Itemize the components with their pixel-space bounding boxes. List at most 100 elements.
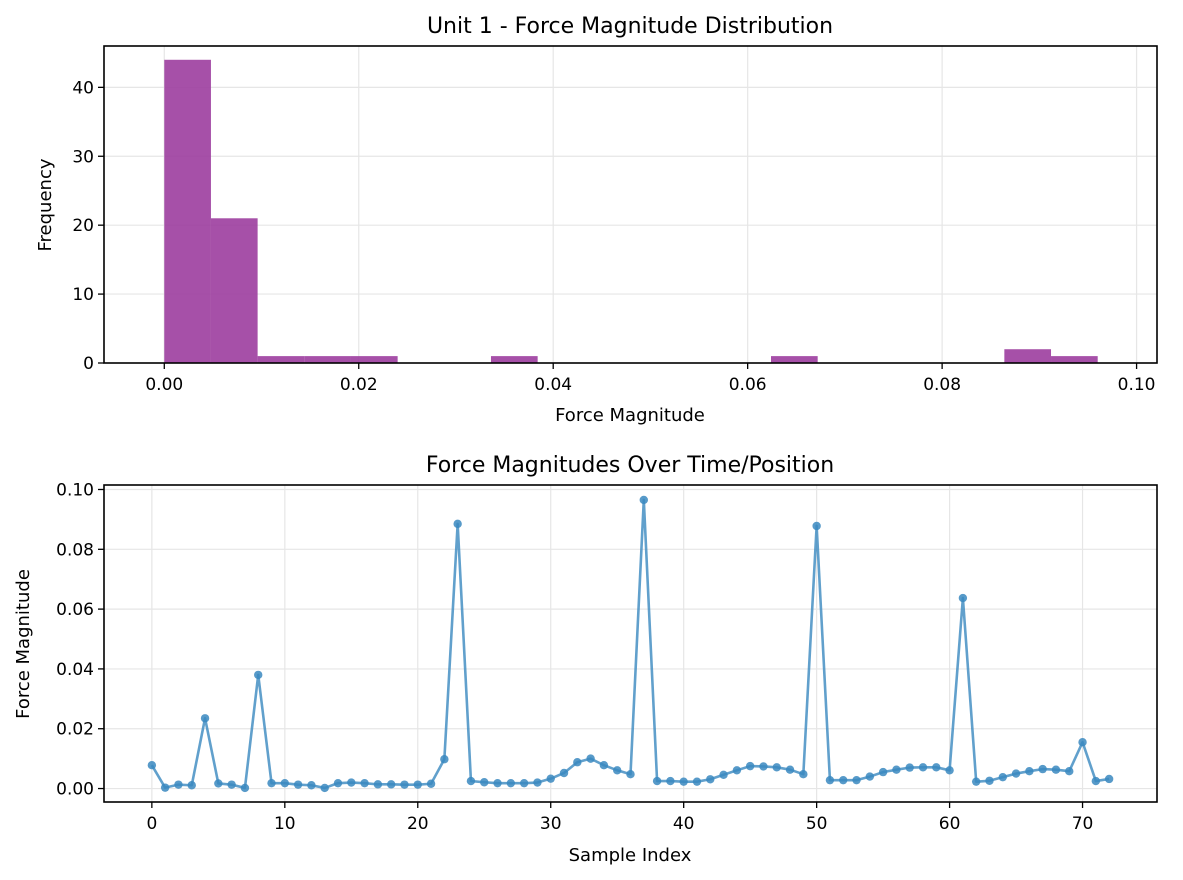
y-tick-label: 0.08	[56, 540, 94, 560]
histogram-bar	[1051, 356, 1098, 363]
data-point	[865, 772, 875, 781]
data-point	[293, 780, 303, 789]
data-point	[400, 780, 409, 789]
data-point	[945, 766, 954, 775]
x-tick-label: 0.06	[729, 375, 767, 395]
data-point	[360, 778, 369, 788]
data-point	[719, 770, 728, 779]
data-point	[852, 775, 861, 785]
y-tick-label: 30	[72, 147, 94, 167]
x-tick-label: 50	[806, 814, 828, 834]
data-point	[506, 778, 516, 788]
histogram-bar	[304, 356, 351, 363]
data-point	[745, 761, 755, 771]
data-point	[679, 777, 688, 786]
data-point	[533, 778, 542, 787]
line-y-axis-label: Force Magnitude	[13, 569, 34, 719]
data-point	[426, 779, 436, 788]
x-tick-label: 0	[146, 814, 157, 834]
data-point	[1091, 776, 1101, 786]
data-point	[692, 777, 702, 786]
histogram-bar	[1004, 349, 1052, 363]
x-tick-label: 0.10	[1118, 375, 1156, 395]
data-point	[932, 763, 941, 772]
line-series	[147, 495, 1114, 793]
data-point	[1104, 774, 1114, 784]
data-point	[187, 781, 196, 790]
histogram-grid	[104, 46, 1157, 364]
data-point	[466, 776, 476, 786]
y-tick-label: 10	[72, 285, 94, 305]
histogram-bar	[490, 356, 538, 363]
force-series-line	[150, 498, 1110, 790]
y-tick-label: 0.00	[56, 780, 94, 800]
data-point	[480, 778, 489, 787]
histogram-title: Unit 1 - Force Magnitude Distribution	[427, 14, 833, 39]
histogram-y-axis-label: Frequency	[35, 158, 56, 251]
data-point	[174, 780, 183, 789]
data-point	[200, 714, 210, 723]
x-tick-label: 0.08	[923, 375, 961, 395]
data-point	[586, 754, 595, 763]
data-point	[666, 776, 675, 786]
line-title: Force Magnitudes Over Time/Position	[426, 453, 834, 478]
data-point	[267, 778, 276, 788]
data-point	[1065, 766, 1074, 776]
data-point	[892, 765, 901, 774]
data-point	[613, 766, 622, 775]
histogram-bar	[257, 356, 305, 363]
x-tick-label: 0.04	[534, 375, 572, 395]
y-tick-label: 20	[72, 216, 94, 236]
data-point	[453, 519, 462, 529]
data-point	[546, 774, 555, 783]
data-point	[519, 778, 529, 788]
data-point	[1078, 737, 1087, 747]
histogram-panel: Unit 1 - Force Magnitude Distribution 0.…	[35, 14, 1158, 426]
line-panel: Force Magnitudes Over Time/Position 0 10 2…	[13, 453, 1158, 866]
data-point	[958, 593, 968, 603]
data-point	[772, 763, 781, 772]
data-point	[307, 781, 316, 790]
data-point	[785, 765, 795, 774]
data-point	[227, 780, 236, 789]
data-point	[918, 763, 928, 772]
x-tick-label: 70	[1072, 814, 1094, 834]
data-point	[839, 775, 848, 785]
y-tick-label: 0.04	[56, 660, 94, 680]
data-point	[812, 521, 821, 531]
data-point	[878, 767, 888, 777]
data-point	[971, 777, 981, 786]
data-point	[985, 776, 994, 785]
histogram-x-axis-label: Force Magnitude	[555, 405, 705, 426]
data-point	[732, 766, 742, 775]
histogram-axes-frame	[103, 45, 1158, 364]
histogram-bars	[164, 59, 1098, 364]
data-point	[599, 761, 609, 770]
data-point	[320, 783, 329, 793]
y-tick-label: 0.10	[56, 480, 94, 500]
data-point	[652, 776, 662, 786]
x-tick-label: 30	[540, 814, 562, 834]
x-tick-label: 40	[673, 814, 695, 834]
data-point	[280, 778, 290, 788]
y-tick-label: 0	[83, 354, 94, 374]
data-point	[825, 775, 835, 785]
x-tick-label: 0.02	[340, 375, 378, 395]
line-x-axis-label: Sample Index	[569, 845, 692, 866]
x-tick-label: 60	[939, 814, 961, 834]
y-tick-label: 40	[72, 78, 94, 98]
data-point	[1025, 766, 1034, 776]
data-point	[440, 755, 449, 764]
data-point	[1051, 765, 1061, 774]
data-point	[639, 495, 648, 505]
x-tick-label: 10	[274, 814, 296, 834]
data-point	[1038, 764, 1047, 774]
data-point	[160, 783, 170, 792]
data-point	[254, 670, 263, 680]
data-point	[573, 758, 582, 767]
histogram-ticks: 0.00 0.02 0.04 0.06 0.08 0.10 0 10 20 30 40	[72, 78, 1155, 395]
data-point	[147, 761, 157, 770]
y-tick-label: 0.06	[56, 600, 94, 620]
data-point	[493, 778, 502, 788]
